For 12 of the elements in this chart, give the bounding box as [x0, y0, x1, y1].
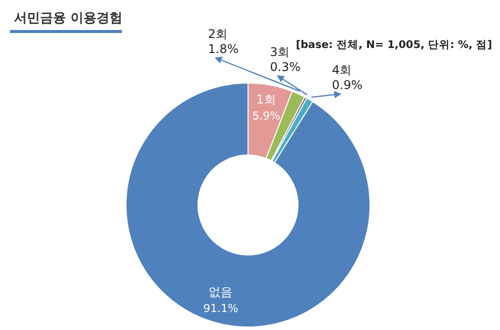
text: [base: 전체, N= 1,005, 단위: %, 점]: [296, 39, 492, 51]
slice-label: 1회: [256, 92, 276, 107]
slice-label: 없음: [208, 285, 233, 300]
data-label: 1.8%: [208, 42, 238, 56]
data-label: 91.1%: [203, 302, 238, 316]
slice-label: 2회: [208, 27, 228, 41]
data-label: 5.9%: [252, 110, 280, 123]
data-label: 0.3%: [270, 60, 300, 74]
slice-label: 3회: [270, 45, 290, 59]
slice-label: 4회: [332, 63, 352, 77]
chart-title: 서민금융 이용경험: [14, 11, 123, 26]
data-label: 0.9%: [332, 78, 362, 92]
